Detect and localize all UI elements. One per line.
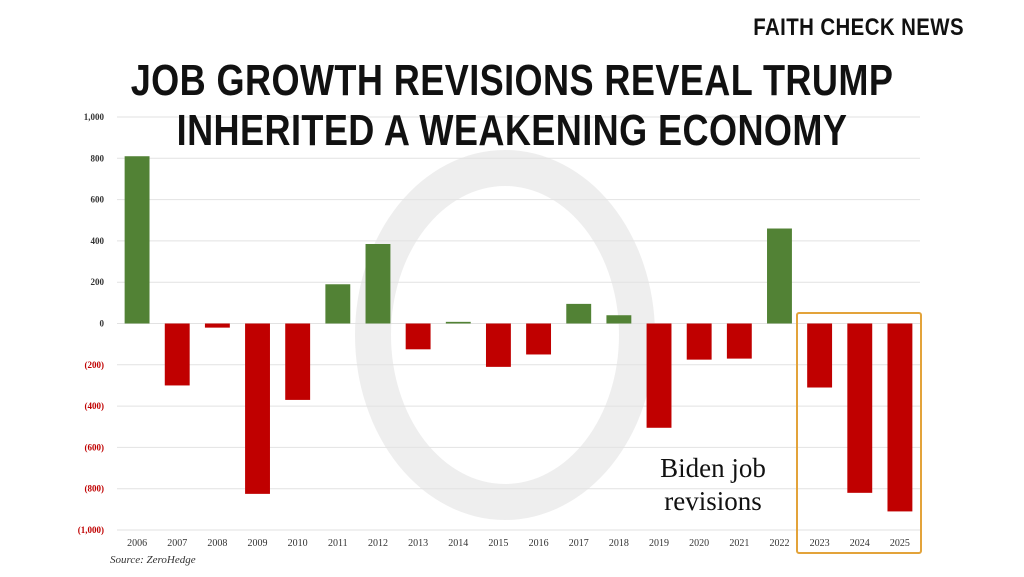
x-tick-label: 2021 [729, 538, 749, 549]
brand-name: FAITH CHECK NEWS [753, 14, 964, 41]
y-tick-label: 200 [91, 277, 105, 287]
x-tick-label: 2018 [609, 538, 629, 549]
x-tick-label: 2023 [810, 538, 830, 549]
bar-2016 [526, 323, 552, 355]
y-tick-label: 400 [91, 236, 105, 246]
x-tick-label: 2022 [769, 538, 789, 549]
y-tick-label: (800) [85, 484, 105, 494]
bar-2011 [325, 284, 351, 324]
y-tick-label: 1,000 [84, 112, 105, 122]
bar-2013 [405, 323, 431, 350]
headline-line-1: JOB GROWTH REVISIONS REVEAL TRUMP [130, 56, 894, 105]
source-note: Source: ZeroHedge [110, 554, 196, 566]
x-tick-label: 2020 [689, 538, 709, 549]
bar-2006 [124, 156, 150, 324]
bars [124, 156, 913, 512]
headline: JOB GROWTH REVISIONS REVEAL TRUMP INHERI… [0, 56, 1024, 156]
bar-2018 [606, 315, 632, 324]
bar-2023 [807, 323, 833, 388]
y-tick-label: (600) [85, 442, 105, 452]
bar-2012 [365, 243, 391, 324]
annotation-line-1: Biden job [660, 453, 766, 483]
bar-2021 [726, 323, 752, 359]
bar-2010 [285, 323, 311, 400]
y-tick-label: 800 [91, 153, 105, 163]
x-tick-label: 2019 [649, 538, 669, 549]
annotation-line-2: revisions [664, 486, 762, 516]
bar-2020 [686, 323, 712, 360]
bar-2009 [245, 323, 270, 494]
biden-revisions-annotation: Biden job revisions [638, 452, 788, 518]
x-tick-label: 2010 [288, 538, 308, 549]
x-tick-label: 2024 [850, 538, 870, 549]
y-tick-label: (200) [85, 360, 105, 370]
bar-2025 [887, 323, 913, 512]
x-tick-label: 2009 [248, 538, 268, 549]
x-tick-label: 2011 [328, 538, 348, 549]
y-tick-label: (400) [85, 401, 105, 411]
bar-2017 [566, 303, 592, 324]
x-tick-label: 2016 [529, 538, 549, 549]
y-tick-label: (1,000) [78, 525, 104, 535]
x-tick-label: 2025 [890, 538, 910, 549]
x-tick-label: 2013 [408, 538, 428, 549]
y-tick-label: 0 [100, 319, 105, 329]
highlight-box [796, 312, 922, 554]
bar-2014 [445, 321, 471, 324]
x-tick-label: 2008 [207, 538, 227, 549]
x-tick-label: 2014 [448, 538, 468, 549]
bar-2007 [164, 323, 190, 386]
bar-2024 [847, 323, 873, 493]
x-axis-tick-labels: 2006 2007 2008 2009 2010 2011 2012 2013 2014 2015… [127, 538, 910, 549]
headline-line-2: INHERITED A WEAKENING ECONOMY [176, 106, 848, 155]
bar-2015 [485, 323, 511, 367]
y-tick-label: 600 [91, 195, 105, 205]
x-tick-label: 2012 [368, 538, 388, 549]
y-axis-tick-labels: 1,000 800 600 400 200 0 (200) (400) (600) (800) (1… [78, 112, 105, 535]
bar-2022 [767, 228, 792, 324]
x-tick-label: 2006 [127, 538, 147, 549]
bar-2008 [204, 323, 230, 328]
x-tick-label: 2015 [488, 538, 508, 549]
x-tick-label: 2017 [569, 538, 589, 549]
bar-2019 [646, 323, 672, 428]
x-tick-label: 2007 [167, 538, 187, 549]
